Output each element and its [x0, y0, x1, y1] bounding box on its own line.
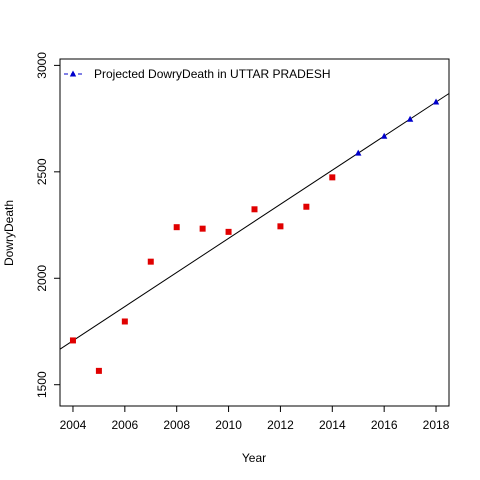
- y-axis-label: DowryDeath: [2, 200, 16, 266]
- legend-label: Projected DowryDeath in UTTAR PRADESH: [94, 67, 331, 81]
- projected-point: [380, 132, 388, 139]
- x-tick-label: 2016: [371, 418, 398, 432]
- y-tick-label: 2000: [35, 265, 49, 292]
- observed-point: [277, 223, 284, 230]
- x-tick-label: 2004: [60, 418, 87, 432]
- y-tick-label: 1500: [35, 371, 49, 398]
- x-tick-label: 2018: [423, 418, 450, 432]
- plot-frame: [59, 58, 450, 407]
- observed-point: [199, 225, 206, 232]
- axes: 2004 2006 2008 2010 2012 2014 2016 2018 1500 2000…: [35, 52, 450, 432]
- x-tick-label: 2014: [319, 418, 346, 432]
- y-tick-label: 3000: [35, 52, 49, 79]
- observed-point: [121, 318, 128, 325]
- observed-point: [251, 206, 258, 213]
- observed-point: [69, 337, 76, 344]
- projected-point: [406, 115, 414, 122]
- legend: Projected DowryDeath in UTTAR PRADESH: [64, 67, 331, 81]
- observed-point: [147, 258, 154, 265]
- observed-point: [225, 228, 232, 235]
- y-tick-label: 2500: [35, 158, 49, 185]
- x-tick-label: 2012: [267, 418, 294, 432]
- trend-line: [59, 93, 450, 350]
- x-tick-label: 2010: [215, 418, 242, 432]
- observed-point: [303, 203, 310, 210]
- x-tick-label: 2006: [111, 418, 138, 432]
- projected-point: [355, 149, 362, 156]
- observed-point: [173, 224, 180, 231]
- x-axis-label: Year: [242, 451, 266, 465]
- trend-layer: [59, 93, 450, 350]
- points-layer: [69, 98, 440, 374]
- x-tick-label: 2008: [163, 418, 190, 432]
- projected-point: [432, 98, 440, 105]
- legend-marker: [69, 70, 77, 77]
- observed-point: [95, 367, 102, 374]
- observed-point: [329, 174, 336, 181]
